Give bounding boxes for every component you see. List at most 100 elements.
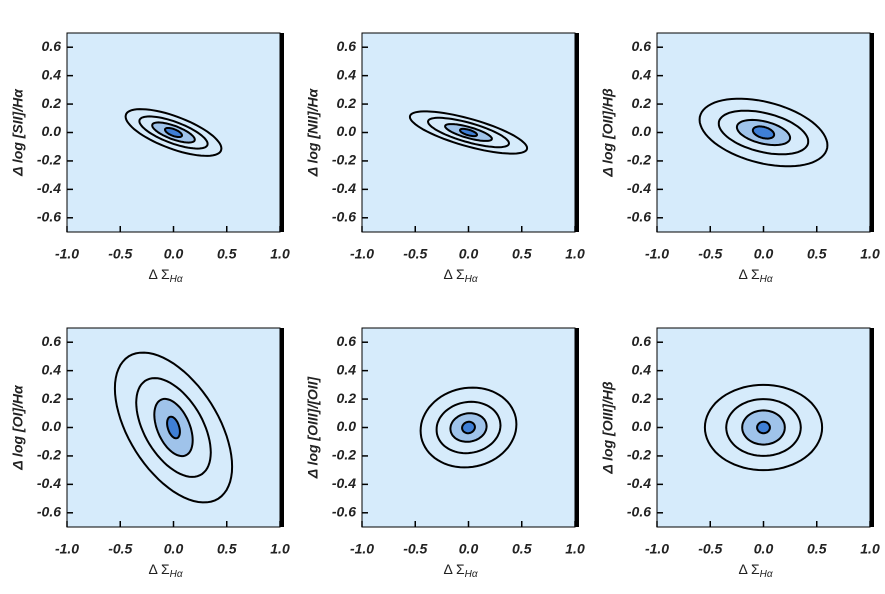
y-tick-label: 0.6: [337, 38, 357, 54]
y-tick-label: -0.4: [37, 475, 61, 491]
y-tick-label: 0.0: [337, 123, 357, 139]
x-tick-label: -0.5: [403, 246, 427, 262]
y-tick-label: -0.4: [627, 475, 651, 491]
y-axis-label: Δ log [OIII]/[OII]: [305, 375, 321, 479]
x-tick-label: 0.0: [164, 246, 184, 262]
x-label-sub: Hα: [465, 569, 478, 580]
x-tick-label: -1.0: [350, 246, 374, 262]
contour: [698, 97, 829, 168]
x-axis-label: Δ ΣHα: [148, 561, 182, 580]
contour: [164, 127, 183, 138]
y-tick-label: 0.2: [337, 390, 357, 406]
y-tick-label: 0.4: [632, 66, 652, 82]
x-label-sub: Hα: [465, 274, 478, 285]
x-tick-label: 0.5: [807, 541, 827, 557]
x-axis-label: Δ ΣHα: [443, 266, 477, 285]
y-tick-label: -0.6: [37, 503, 61, 519]
contour: [725, 398, 802, 457]
contour: [435, 400, 502, 455]
y-tick-label: 0.2: [632, 390, 652, 406]
x-tick-label: -1.0: [55, 246, 79, 262]
panel: 0.6 0.4 0.2 0.0 -0.2 -0.4 -0.6 -1.0 -0.5 0.0 0.5 1.…: [10, 32, 290, 285]
x-axis-label: Δ ΣHα: [738, 266, 772, 285]
contour: [717, 109, 810, 156]
y-tick-label: -0.4: [37, 180, 61, 196]
x-tick-label: 0.0: [459, 541, 479, 557]
x-tick-label: 0.5: [217, 246, 237, 262]
panel: 0.6 0.4 0.2 0.0 -0.2 -0.4 -0.6 -1.0 -0.5 0.0 0.5 1.…: [305, 32, 585, 285]
y-tick-label: 0.4: [337, 66, 357, 82]
y-tick-label: 0.2: [42, 390, 62, 406]
y-tick-label: -0.2: [627, 152, 651, 168]
y-tick-label: 0.2: [337, 95, 357, 111]
y-tick-label: -0.2: [332, 152, 356, 168]
y-tick-label: -0.4: [332, 475, 356, 491]
contour: [138, 115, 209, 150]
x-tick-label: -0.5: [108, 541, 132, 557]
x-tick-label: 1.0: [565, 246, 585, 262]
x-tick-label: -1.0: [645, 246, 669, 262]
y-tick-label: 0.6: [42, 333, 62, 349]
y-tick-label: -0.6: [332, 208, 356, 224]
contour: [461, 420, 476, 435]
panel: 0.6 0.4 0.2 0.0 -0.2 -0.4 -0.6 -1.0 -0.5 0.0 0.5 1.…: [600, 32, 880, 285]
y-tick-label: 0.0: [632, 418, 652, 434]
contour: [703, 383, 824, 472]
y-tick-label: 0.4: [42, 361, 62, 377]
y-tick-label: 0.2: [632, 95, 652, 111]
panel: 0.6 0.4 0.2 0.0 -0.2 -0.4 -0.6 -1.0 -0.5 0.0 0.5 1.…: [600, 327, 880, 580]
x-tick-label: 0.5: [512, 541, 532, 557]
y-tick-label: 0.0: [42, 418, 62, 434]
x-tick-label: 1.0: [270, 541, 290, 557]
x-tick-label: 1.0: [860, 246, 880, 262]
y-tick-label: -0.4: [627, 180, 651, 196]
x-tick-label: -1.0: [55, 541, 79, 557]
y-tick-label: 0.4: [337, 361, 357, 377]
y-axis-label: Δ log [OIII]/Hβ: [600, 381, 616, 475]
y-tick-label: 0.6: [337, 333, 357, 349]
x-label-main: Δ Σ: [443, 266, 464, 282]
side-bar: [280, 33, 284, 232]
x-label-main: Δ Σ: [443, 561, 464, 577]
y-tick-label: -0.6: [627, 208, 651, 224]
y-tick-label: 0.6: [632, 38, 652, 54]
side-bar: [870, 33, 874, 232]
x-tick-label: 0.5: [512, 246, 532, 262]
x-label-main: Δ Σ: [738, 561, 759, 577]
y-axis-label: Δ log [NII]/Hα: [305, 87, 321, 177]
contour: [751, 125, 776, 140]
y-tick-label: 0.2: [42, 95, 62, 111]
contour: [756, 420, 771, 435]
y-tick-label: -0.4: [332, 180, 356, 196]
y-tick-label: 0.4: [632, 361, 652, 377]
side-bar: [575, 328, 579, 527]
y-tick-label: -0.2: [37, 447, 61, 463]
y-tick-label: -0.2: [332, 447, 356, 463]
x-tick-label: 0.0: [459, 246, 479, 262]
contour: [408, 110, 529, 155]
y-tick-label: -0.2: [37, 152, 61, 168]
x-tick-label: -1.0: [350, 541, 374, 557]
contour: [124, 108, 223, 157]
x-tick-label: 0.5: [807, 246, 827, 262]
y-tick-label: 0.0: [42, 123, 62, 139]
x-tick-label: 0.5: [217, 541, 237, 557]
x-axis-label: Δ ΣHα: [148, 266, 182, 285]
x-tick-label: -0.5: [698, 246, 722, 262]
x-axis-label: Δ ΣHα: [738, 561, 772, 580]
x-tick-label: 0.0: [754, 541, 774, 557]
contour: [419, 386, 518, 469]
x-tick-label: -0.5: [403, 541, 427, 557]
x-label-sub: Hα: [170, 274, 183, 285]
side-bar: [575, 33, 579, 232]
side-bar: [280, 328, 284, 527]
x-label-main: Δ Σ: [738, 266, 759, 282]
x-tick-label: 0.0: [164, 541, 184, 557]
contour: [459, 127, 478, 138]
x-label-sub: Hα: [170, 569, 183, 580]
y-tick-label: 0.0: [632, 123, 652, 139]
y-tick-label: -0.2: [627, 447, 651, 463]
x-tick-label: 1.0: [270, 246, 290, 262]
panel: 0.6 0.4 0.2 0.0 -0.2 -0.4 -0.6 -1.0 -0.5 0.0 0.5 1.…: [305, 327, 585, 580]
